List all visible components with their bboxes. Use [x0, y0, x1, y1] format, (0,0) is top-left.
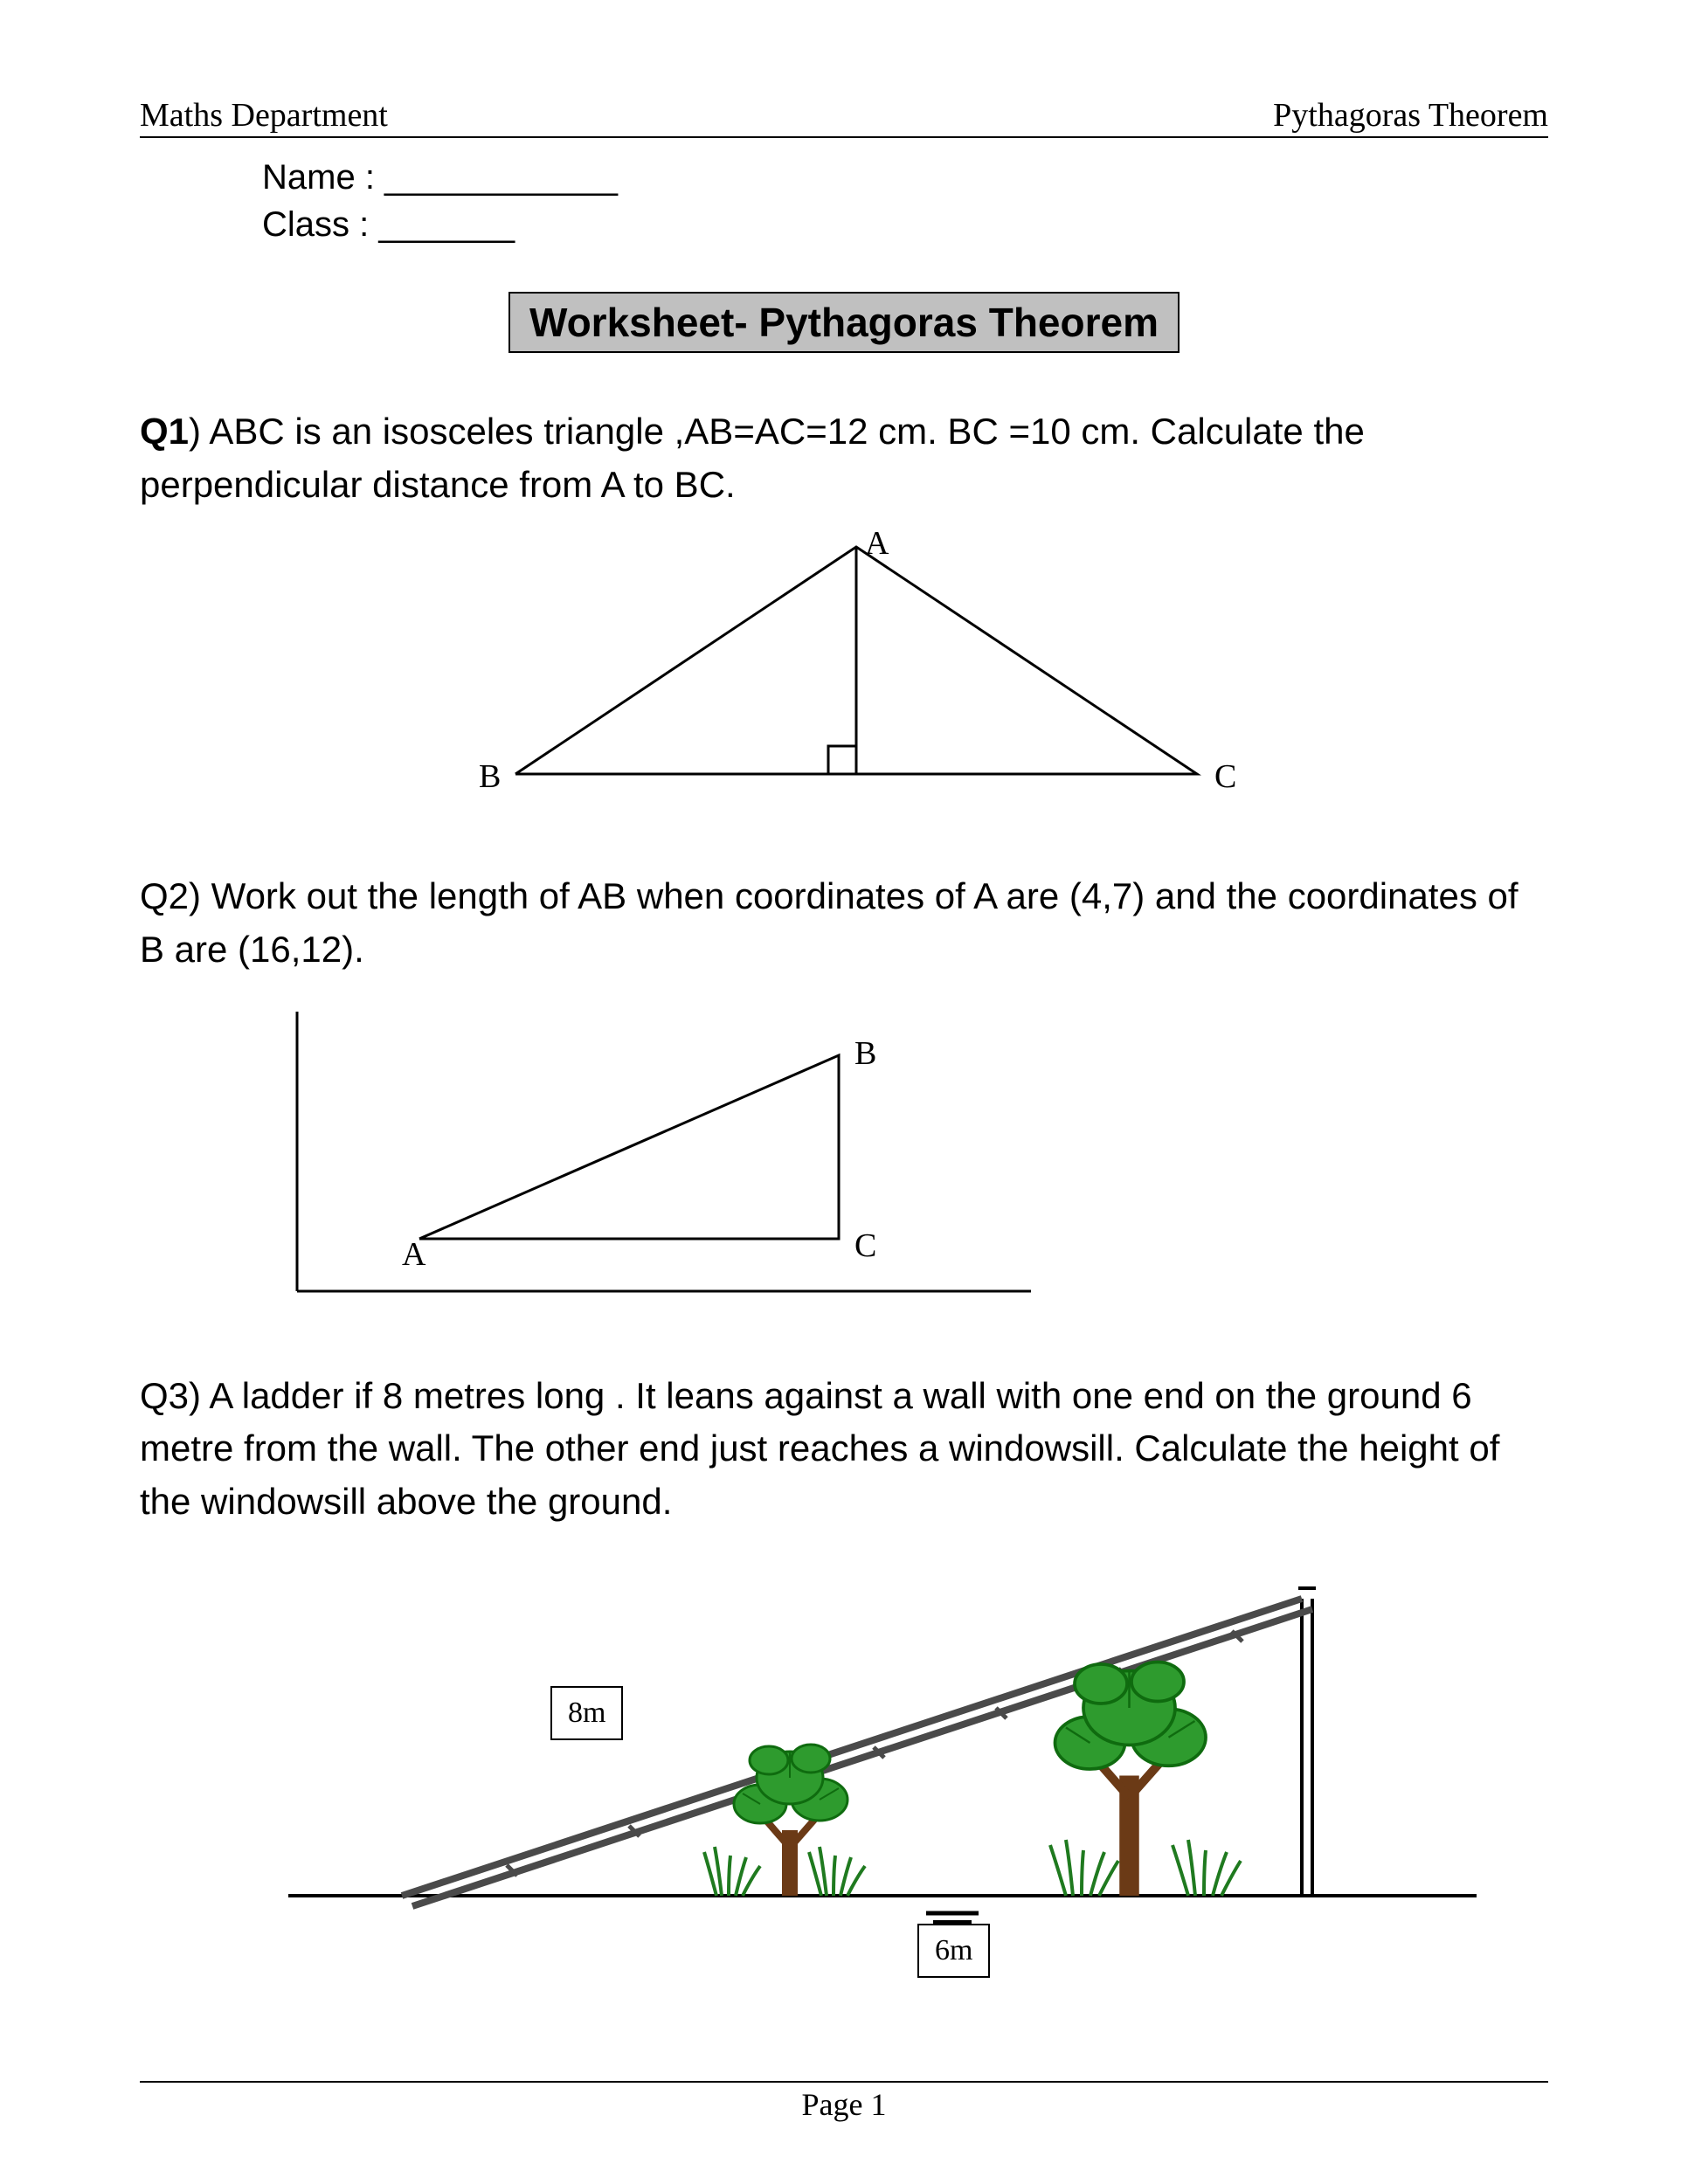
q3-ladder-label: 8m [550, 1686, 623, 1740]
class-line: Class : _______ [262, 201, 1548, 248]
q2-label-A: A [402, 1236, 426, 1273]
q2-text: Q2) Work out the length of AB when coord… [140, 870, 1548, 977]
q3-figure: 8m 6m [140, 1546, 1548, 1966]
worksheet-title: Worksheet- Pythagoras Theorem [508, 292, 1180, 353]
q1-label-A: A [865, 529, 889, 562]
q2-figure: A B C [140, 994, 1548, 1309]
q3-base-label: 6m [917, 1924, 990, 1978]
name-line: Name : ____________ [262, 154, 1548, 201]
q3-text: Q3) A ladder if 8 metres long . It leans… [140, 1370, 1548, 1530]
q1-label-C: C [1214, 758, 1236, 795]
q2-label-C: C [854, 1227, 876, 1264]
q3-label: Q3) [140, 1375, 201, 1416]
page-header: Maths Department Pythagoras Theorem [140, 96, 1548, 138]
q1-body: ABC is an isosceles triangle ,AB=AC=12 c… [140, 411, 1365, 505]
tree-icon [1055, 1662, 1207, 1897]
header-left: Maths Department [140, 96, 388, 135]
q1-figure: A B C [140, 529, 1548, 809]
q3-body: A ladder if 8 metres long . It leans aga… [140, 1375, 1499, 1523]
q1-text: Q1) ABC is an isosceles triangle ,AB=AC=… [140, 405, 1548, 512]
q2-label-B: B [854, 1035, 876, 1072]
header-right: Pythagoras Theorem [1273, 96, 1548, 135]
name-block: Name : ____________ Class : _______ [262, 154, 1548, 248]
q2-label: Q2) [140, 875, 201, 916]
q1-label: Q1 [140, 411, 189, 452]
page-footer: Page 1 [140, 2081, 1548, 2123]
q1-label-B: B [479, 758, 501, 795]
q2-body: Work out the length of AB when coordinat… [140, 875, 1519, 970]
